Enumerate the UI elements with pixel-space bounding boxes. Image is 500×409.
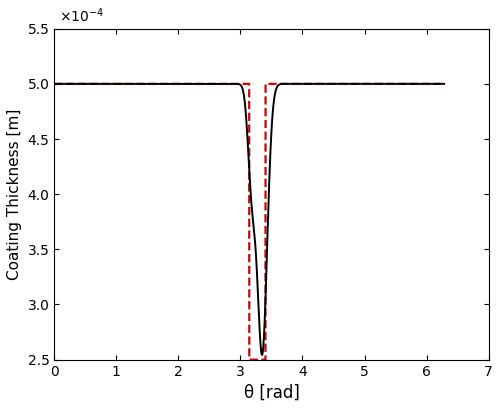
Y-axis label: Coating Thickness [m]: Coating Thickness [m] (7, 108, 22, 280)
X-axis label: θ [rad]: θ [rad] (244, 384, 300, 402)
Text: $\times 10^{-4}$: $\times 10^{-4}$ (58, 7, 104, 25)
